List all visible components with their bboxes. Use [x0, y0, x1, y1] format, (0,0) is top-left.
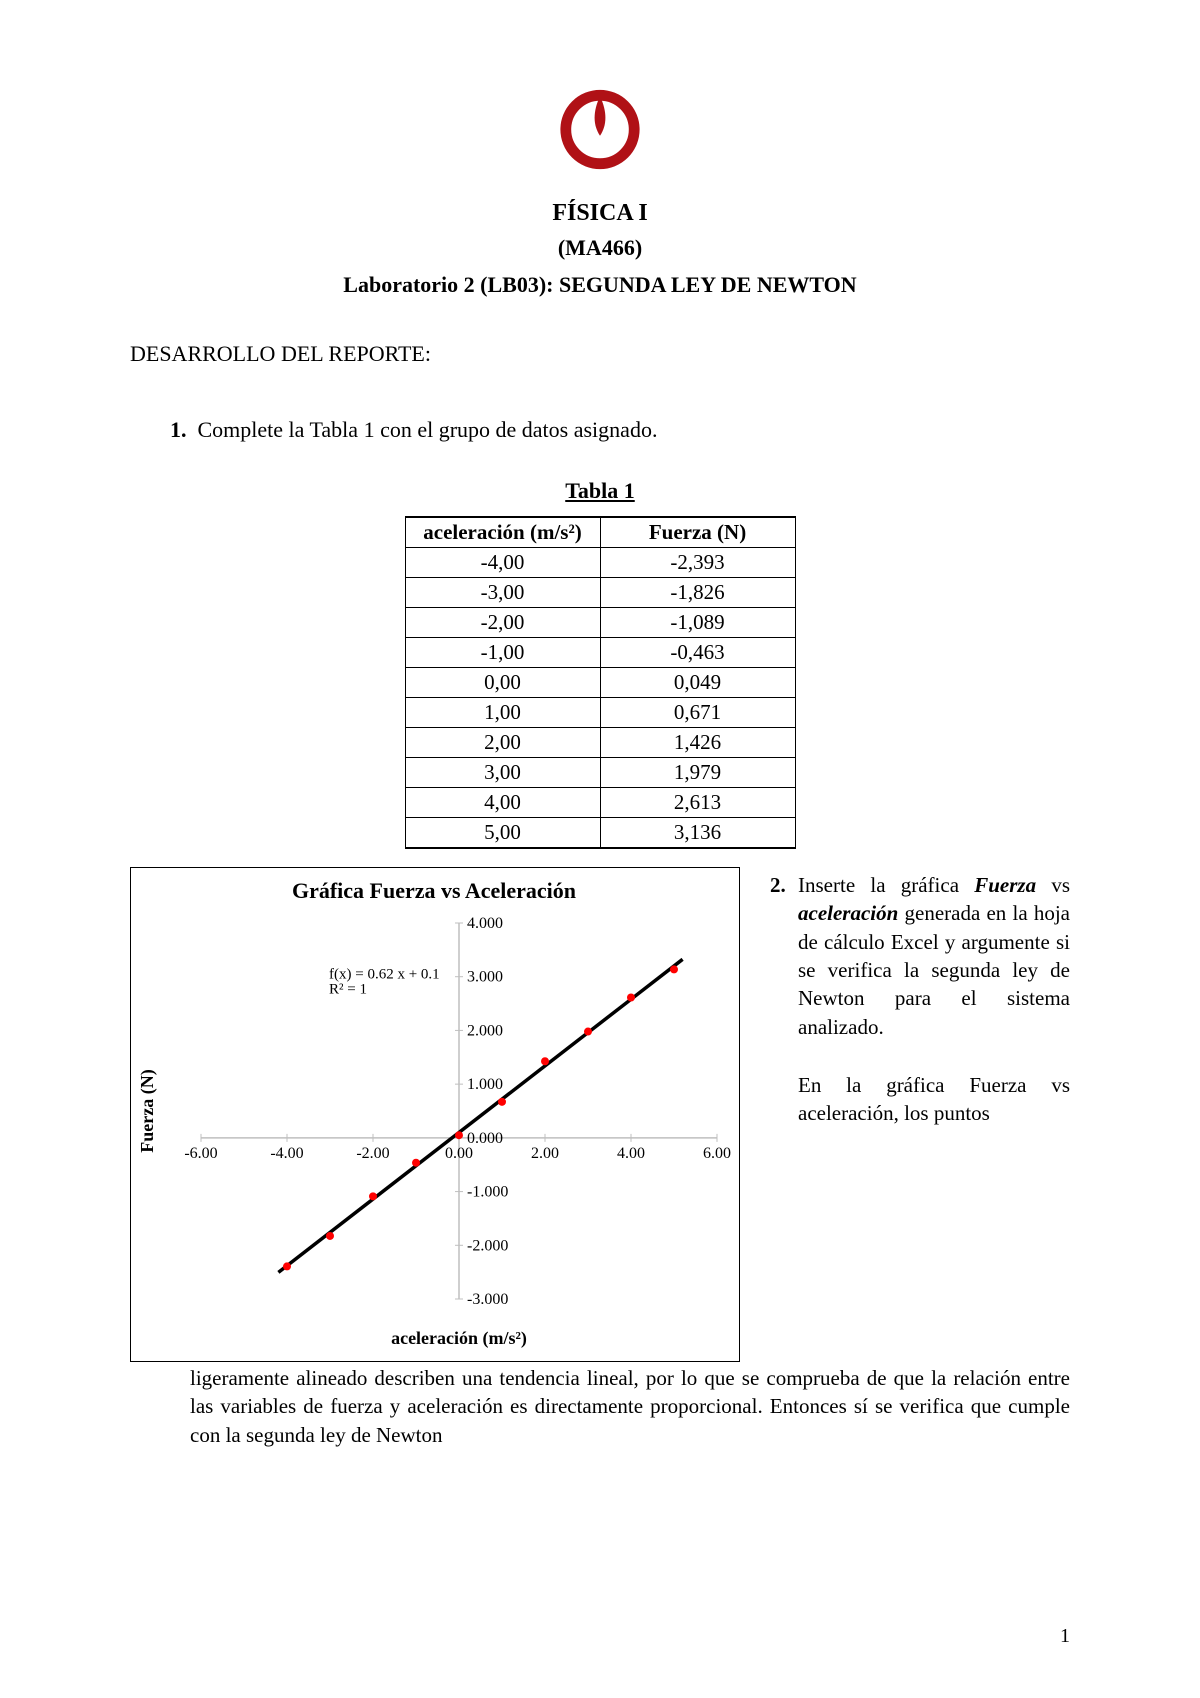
table-cell: 2,613: [600, 788, 795, 818]
table-row: 0,000,049: [405, 668, 795, 698]
col-header-accel: aceleración (m/s²): [405, 517, 600, 548]
page-number: 1: [1060, 1625, 1070, 1648]
svg-text:Gráfica Fuerza vs Aceleración: Gráfica Fuerza vs Aceleración: [292, 878, 576, 903]
svg-text:Fuerza (N): Fuerza (N): [137, 1069, 158, 1152]
table-cell: -0,463: [600, 638, 795, 668]
table-cell: 4,00: [405, 788, 600, 818]
svg-text:-3.000: -3.000: [467, 1291, 508, 1308]
table-cell: 1,979: [600, 758, 795, 788]
table-row: -4,00-2,393: [405, 548, 795, 578]
table-row: 3,001,979: [405, 758, 795, 788]
question-1: 1. Complete la Tabla 1 con el grupo de d…: [170, 417, 1070, 443]
table-caption: Tabla 1: [130, 478, 1070, 504]
table-cell: 1,426: [600, 728, 795, 758]
section-label: DESARROLLO DEL REPORTE:: [130, 341, 1070, 367]
col-header-force: Fuerza (N): [600, 517, 795, 548]
svg-text:f(x) = 0.62 x + 0.1: f(x) = 0.62 x + 0.1: [329, 967, 440, 983]
q2-tail: En la gráfica Fuerza vs aceleración, los…: [798, 1071, 1070, 1128]
table-row: 2,001,426: [405, 728, 795, 758]
svg-text:2.000: 2.000: [467, 1022, 503, 1039]
svg-text:R² = 1: R² = 1: [329, 982, 367, 998]
table-cell: -4,00: [405, 548, 600, 578]
lab-title: Laboratorio 2 (LB03): SEGUNDA LEY DE NEW…: [130, 268, 1070, 301]
svg-text:6.00: 6.00: [703, 1145, 731, 1162]
data-table: aceleración (m/s²) Fuerza (N) -4,00-2,39…: [405, 516, 796, 849]
table-row: -1,00-0,463: [405, 638, 795, 668]
table-cell: 5,00: [405, 818, 600, 849]
svg-text:aceleración (m/s²): aceleración (m/s²): [391, 1328, 527, 1349]
table-cell: 0,049: [600, 668, 795, 698]
table-cell: -2,00: [405, 608, 600, 638]
table-cell: -1,089: [600, 608, 795, 638]
course-title: FÍSICA I: [130, 195, 1070, 231]
table-cell: 0,671: [600, 698, 795, 728]
svg-text:4.000: 4.000: [467, 915, 503, 932]
table-cell: -2,393: [600, 548, 795, 578]
svg-text:-2.000: -2.000: [467, 1237, 508, 1254]
table-row: -3,00-1,826: [405, 578, 795, 608]
svg-text:4.00: 4.00: [617, 1145, 645, 1162]
svg-text:-4.00: -4.00: [270, 1145, 303, 1162]
q2-continuation: ligeramente alineado describen una tende…: [190, 1364, 1070, 1449]
table-cell: 0,00: [405, 668, 600, 698]
table-row: 5,003,136: [405, 818, 795, 849]
table-cell: 3,00: [405, 758, 600, 788]
q2-intro: Inserte la gráfica Fuerza vs aceleración…: [798, 873, 1070, 1039]
svg-text:1.000: 1.000: [467, 1076, 503, 1093]
course-code: (MA466): [130, 231, 1070, 264]
table-cell: 2,00: [405, 728, 600, 758]
q2-number: 2.: [770, 873, 786, 897]
svg-text:0.000: 0.000: [467, 1130, 503, 1147]
table-row: 1,000,671: [405, 698, 795, 728]
q1-text: Complete la Tabla 1 con el grupo de dato…: [198, 417, 658, 442]
svg-text:-6.00: -6.00: [184, 1145, 217, 1162]
svg-text:-1.000: -1.000: [467, 1184, 508, 1201]
q1-number: 1.: [170, 417, 187, 442]
svg-text:3.000: 3.000: [467, 969, 503, 986]
table-cell: -1,826: [600, 578, 795, 608]
svg-text:0.00: 0.00: [445, 1145, 473, 1162]
table-cell: -1,00: [405, 638, 600, 668]
svg-text:2.00: 2.00: [531, 1145, 559, 1162]
logo: [130, 80, 1070, 175]
table-row: 4,002,613: [405, 788, 795, 818]
table-cell: -3,00: [405, 578, 600, 608]
table-cell: 1,00: [405, 698, 600, 728]
svg-text:-2.00: -2.00: [356, 1145, 389, 1162]
table-cell: 3,136: [600, 818, 795, 849]
chart-container: Gráfica Fuerza vs Aceleración -6.00 -4.00 -…: [130, 867, 740, 1362]
table-row: -2,00-1,089: [405, 608, 795, 638]
question-2-right: 2. Inserte la gráfica Fuerza vs acelerac…: [770, 867, 1070, 1128]
